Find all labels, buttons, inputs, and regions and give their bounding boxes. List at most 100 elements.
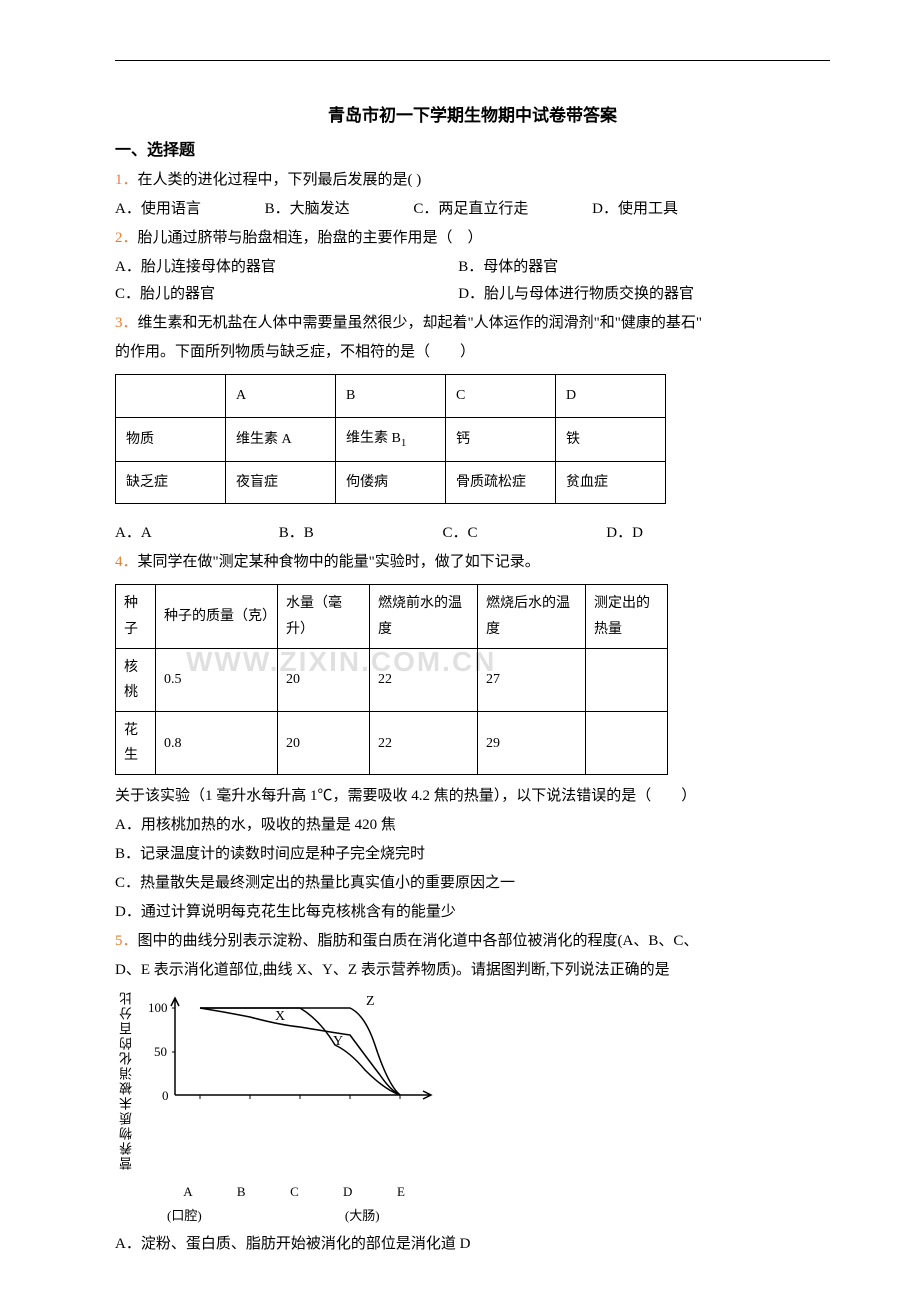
cell: 维生素 A bbox=[226, 417, 336, 462]
question-5: 5．图中的曲线分别表示淀粉、脂肪和蛋白质在消化道中各部位被消化的程度(A、B、C… bbox=[115, 928, 830, 955]
col-header: 水量（毫升） bbox=[278, 585, 370, 648]
section-heading: 一、选择题 bbox=[115, 137, 830, 166]
question-1: 1．在人类的进化过程中，下列最后发展的是( ) bbox=[115, 167, 830, 194]
cell: B bbox=[336, 375, 446, 417]
cell: C bbox=[446, 375, 556, 417]
ytick-50: 50 bbox=[154, 1044, 167, 1059]
cell bbox=[586, 712, 668, 775]
qtext: 某同学在做"测定某种食物中的能量"实验时，做了如下记录。 bbox=[138, 554, 540, 570]
chart-ylabel: 营养物质未被消化的百分比 bbox=[115, 990, 138, 1180]
opt-a: A．胎儿连接母体的器官 bbox=[115, 254, 458, 281]
qtext: 维生素和无机盐在人体中需要量虽然很少，却起着"人体运作的润滑剂"和"健康的基石" bbox=[138, 315, 703, 331]
label-x: X bbox=[275, 1009, 285, 1024]
cell: A bbox=[226, 375, 336, 417]
cell: 0.8 bbox=[156, 712, 278, 775]
opt-d: D．通过计算说明每克花生比每克核桃含有的能量少 bbox=[115, 899, 830, 926]
curve-x bbox=[200, 1008, 400, 1095]
opt-b: B．大脑发达 bbox=[265, 196, 350, 223]
q3-table: A B C D 物质 维生素 A 维生素 B1 钙 铁 缺乏症 夜盲症 佝偻病 … bbox=[115, 374, 666, 504]
top-rule bbox=[115, 60, 830, 61]
opt-d: D．D bbox=[606, 520, 766, 547]
q3-options: A．A B．B C．C D．D bbox=[115, 520, 830, 547]
opt-a: A．用核桃加热的水，吸收的热量是 420 焦 bbox=[115, 812, 830, 839]
opt-b: B．母体的器官 bbox=[458, 254, 801, 281]
cell: 佝偻病 bbox=[336, 462, 446, 504]
opt-a: A．使用语言 bbox=[115, 196, 201, 223]
xtick: B bbox=[216, 1180, 266, 1203]
col-header: 燃烧前水的温度 bbox=[370, 585, 478, 648]
label-y: Y bbox=[333, 1034, 343, 1049]
table-row: 缺乏症 夜盲症 佝偻病 骨质疏松症 贫血症 bbox=[116, 462, 666, 504]
opt-b: B．B bbox=[279, 520, 439, 547]
cell: 核桃 bbox=[116, 648, 156, 711]
opt-a: A．A bbox=[115, 520, 275, 547]
qnum: 2． bbox=[115, 230, 138, 246]
cell: 缺乏症 bbox=[116, 462, 226, 504]
q4-table: 种子 种子的质量（克） 水量（毫升） 燃烧前水的温度 燃烧后水的温度 测定出的热… bbox=[115, 584, 668, 775]
chart-svg: 100 50 0 X Y Z bbox=[140, 990, 440, 1110]
q4-note: 关于该实验（1 毫升水每升高 1℃，需要吸收 4.2 焦的热量），以下说法错误的… bbox=[115, 783, 830, 810]
q2-options: A．胎儿连接母体的器官 B．母体的器官 C．胎儿的器官 D．胎儿与母体进行物质交… bbox=[115, 254, 830, 308]
table-row: 物质 维生素 A 维生素 B1 钙 铁 bbox=[116, 417, 666, 462]
chart-xaxis: A B C D E bbox=[163, 1180, 830, 1203]
q1-options: A．使用语言 B．大脑发达 C．两足直立行走 D．使用工具 bbox=[115, 196, 830, 223]
question-2: 2．胎儿通过脐带与胎盘相连，胎盘的主要作用是（ ） bbox=[115, 225, 830, 252]
xtick: C bbox=[270, 1180, 320, 1203]
qnum: 5． bbox=[115, 933, 138, 949]
cell: 0.5 WWW.ZIXIN.COM.CN bbox=[156, 648, 278, 711]
cell bbox=[116, 375, 226, 417]
curve-y bbox=[200, 1008, 400, 1095]
table-row: A B C D bbox=[116, 375, 666, 417]
cell: 20 bbox=[278, 648, 370, 711]
cell: 钙 bbox=[446, 417, 556, 462]
cell: 物质 bbox=[116, 417, 226, 462]
xtick: A bbox=[163, 1180, 213, 1203]
cell: 贫血症 bbox=[556, 462, 666, 504]
xtick: E bbox=[376, 1180, 426, 1203]
cell bbox=[586, 648, 668, 711]
cell: 夜盲症 bbox=[226, 462, 336, 504]
cell: 骨质疏松症 bbox=[446, 462, 556, 504]
ytick-0: 0 bbox=[162, 1088, 169, 1103]
col-header: 燃烧后水的温度 bbox=[478, 585, 586, 648]
xlabel-left: (口腔) bbox=[167, 1204, 202, 1227]
page-title: 青岛市初一下学期生物期中试卷带答案 bbox=[115, 101, 830, 132]
chart-xlabels: (口腔) (大肠) bbox=[163, 1204, 830, 1227]
opt-b: B．记录温度计的读数时间应是种子完全烧完时 bbox=[115, 841, 830, 868]
qnum: 4． bbox=[115, 554, 138, 570]
cell: 维生素 B1 bbox=[336, 417, 446, 462]
cell: 27 bbox=[478, 648, 586, 711]
q5-chart: 营养物质未被消化的百分比 100 50 0 X Y bbox=[115, 990, 830, 1227]
cell: 22 bbox=[370, 712, 478, 775]
label-z: Z bbox=[366, 994, 375, 1009]
curve-z bbox=[200, 1008, 400, 1095]
q3-text2: 的作用。下面所列物质与缺乏症，不相符的是（ ） bbox=[115, 339, 830, 366]
col-header: 测定出的热量 bbox=[586, 585, 668, 648]
col-header: 种子的质量（克） bbox=[156, 585, 278, 648]
qtext: 胎儿通过脐带与胎盘相连，胎盘的主要作用是（ ） bbox=[138, 230, 483, 246]
cell: 花生 bbox=[116, 712, 156, 775]
opt-d: D．使用工具 bbox=[592, 196, 678, 223]
cell: 22 bbox=[370, 648, 478, 711]
cell: D bbox=[556, 375, 666, 417]
cell: 铁 bbox=[556, 417, 666, 462]
opt-c: C．两足直立行走 bbox=[413, 196, 528, 223]
question-4: 4．某同学在做"测定某种食物中的能量"实验时，做了如下记录。 bbox=[115, 549, 830, 576]
cell: 29 bbox=[478, 712, 586, 775]
col-header: 种子 bbox=[116, 585, 156, 648]
opt-c: C．C bbox=[443, 520, 603, 547]
opt-c: C．胎儿的器官 bbox=[115, 281, 458, 308]
q5-text2: D、E 表示消化道部位,曲线 X、Y、Z 表示营养物质)。请据图判断,下列说法正… bbox=[115, 957, 830, 984]
qnum: 3． bbox=[115, 315, 138, 331]
opt-a: A．淀粉、蛋白质、脂肪开始被消化的部位是消化道 D bbox=[115, 1231, 830, 1258]
qtext: 图中的曲线分别表示淀粉、脂肪和蛋白质在消化道中各部位被消化的程度(A、B、C、 bbox=[138, 933, 699, 949]
table-row: 核桃 0.5 WWW.ZIXIN.COM.CN 20 22 27 bbox=[116, 648, 668, 711]
opt-d: D．胎儿与母体进行物质交换的器官 bbox=[458, 281, 801, 308]
xtick: D bbox=[323, 1180, 373, 1203]
opt-c: C．热量散失是最终测定出的热量比真实值小的重要原因之一 bbox=[115, 870, 830, 897]
question-3: 3．维生素和无机盐在人体中需要量虽然很少，却起着"人体运作的润滑剂"和"健康的基… bbox=[115, 310, 830, 337]
table-header-row: 种子 种子的质量（克） 水量（毫升） 燃烧前水的温度 燃烧后水的温度 测定出的热… bbox=[116, 585, 668, 648]
cell: 20 bbox=[278, 712, 370, 775]
qnum: 1． bbox=[115, 172, 138, 188]
table-row: 花生 0.8 20 22 29 bbox=[116, 712, 668, 775]
